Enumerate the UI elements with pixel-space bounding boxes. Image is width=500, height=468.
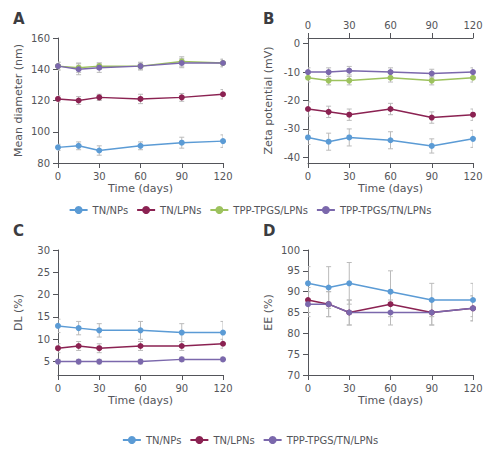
svg-text:95: 95	[287, 265, 300, 276]
svg-text:Zeta potential (mV): Zeta potential (mV)	[262, 46, 275, 154]
svg-text:Time (days): Time (days)	[107, 182, 173, 195]
svg-text:TN/LPNs: TN/LPNs	[212, 435, 254, 446]
svg-text:0: 0	[55, 171, 61, 182]
svg-text:TPP-TPGS/LPNs: TPP-TPGS/LPNs	[232, 205, 308, 216]
svg-text:TN/NPs: TN/NPs	[92, 205, 129, 216]
svg-text:TN/NPs: TN/NPs	[145, 435, 182, 446]
svg-text:60: 60	[134, 171, 147, 182]
svg-text:30: 30	[37, 245, 50, 256]
svg-text:30: 30	[343, 383, 356, 394]
svg-text:85: 85	[287, 307, 300, 318]
svg-text:120: 120	[463, 171, 482, 182]
svg-text:15: 15	[37, 311, 50, 322]
svg-text:70: 70	[287, 370, 300, 381]
svg-text:TPP-TPGS/TN/LPNs: TPP-TPGS/TN/LPNs	[286, 435, 379, 446]
svg-text:DL (%): DL (%)	[12, 294, 25, 331]
svg-text:90: 90	[175, 171, 188, 182]
svg-text:60: 60	[384, 20, 397, 31]
svg-text:0: 0	[305, 20, 311, 31]
svg-text:80: 80	[37, 158, 50, 169]
svg-text:160: 160	[31, 33, 50, 44]
svg-text:100: 100	[281, 245, 300, 256]
svg-text:140: 140	[31, 64, 50, 75]
svg-text:-10: -10	[284, 67, 300, 78]
svg-text:90: 90	[175, 383, 188, 394]
svg-text:90: 90	[287, 286, 300, 297]
svg-text:120: 120	[463, 383, 482, 394]
svg-text:Time (days): Time (days)	[357, 182, 423, 195]
svg-text:120: 120	[213, 171, 232, 182]
svg-text:30: 30	[93, 383, 106, 394]
svg-text:75: 75	[287, 349, 300, 360]
svg-text:Mean diameter (nm): Mean diameter (nm)	[12, 44, 25, 157]
svg-text:TPP-TPGS/TN/LPNs: TPP-TPGS/TN/LPNs	[339, 205, 432, 216]
svg-text:90: 90	[425, 20, 438, 31]
svg-text:25: 25	[37, 267, 50, 278]
svg-text:100: 100	[31, 126, 50, 137]
svg-text:20: 20	[37, 289, 50, 300]
svg-text:60: 60	[384, 383, 397, 394]
svg-text:0: 0	[305, 171, 311, 182]
svg-text:0: 0	[305, 383, 311, 394]
svg-text:60: 60	[384, 171, 397, 182]
svg-text:Time (days): Time (days)	[357, 394, 423, 407]
svg-text:Time (days): Time (days)	[107, 394, 173, 407]
svg-text:5: 5	[44, 356, 50, 367]
svg-text:B: B	[263, 10, 274, 28]
svg-text:90: 90	[425, 171, 438, 182]
svg-text:30: 30	[343, 171, 356, 182]
svg-text:30: 30	[343, 20, 356, 31]
svg-text:30: 30	[93, 171, 106, 182]
svg-text:EE (%): EE (%)	[262, 294, 275, 330]
svg-text:-20: -20	[284, 95, 300, 106]
svg-text:10: 10	[37, 334, 50, 345]
svg-text:120: 120	[31, 95, 50, 106]
svg-text:A: A	[13, 10, 25, 28]
svg-text:-30: -30	[284, 123, 300, 134]
svg-text:90: 90	[425, 383, 438, 394]
svg-text:0: 0	[294, 38, 300, 49]
svg-text:D: D	[263, 222, 275, 240]
svg-text:TN/LPNs: TN/LPNs	[159, 205, 201, 216]
svg-text:C: C	[13, 222, 24, 240]
svg-text:-40: -40	[284, 152, 300, 163]
svg-text:60: 60	[134, 383, 147, 394]
svg-text:120: 120	[463, 20, 482, 31]
svg-text:0: 0	[55, 383, 61, 394]
svg-text:120: 120	[213, 383, 232, 394]
svg-text:80: 80	[287, 328, 300, 339]
